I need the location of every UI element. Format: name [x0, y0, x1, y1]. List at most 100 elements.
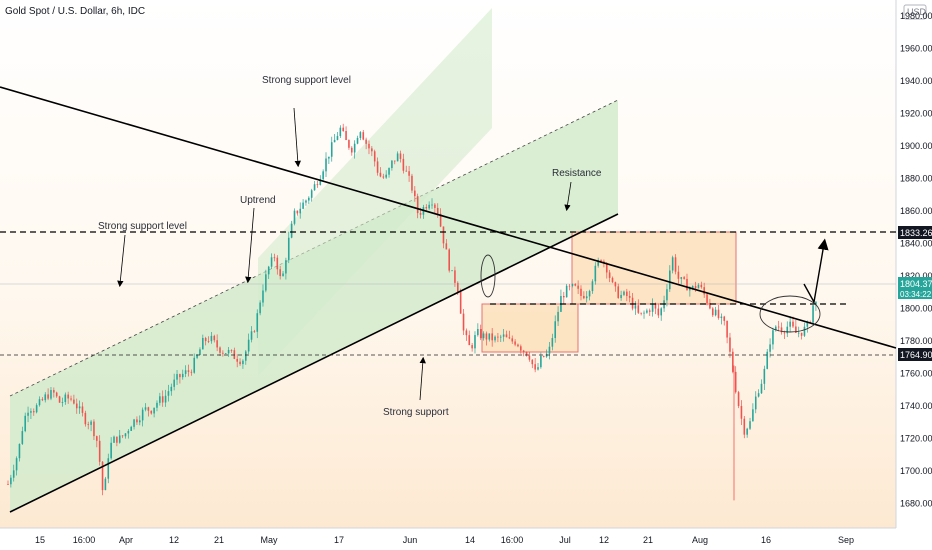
candle-body: [445, 243, 448, 250]
candle-body: [279, 269, 281, 277]
candle-body: [669, 270, 671, 290]
candle-body: [414, 190, 416, 197]
candle-body: [299, 208, 302, 214]
candle-body: [21, 431, 24, 444]
candle-body: [611, 277, 614, 283]
level-badge-1764: [898, 348, 932, 361]
candle-body: [608, 272, 611, 278]
time-tick-8: 14: [465, 535, 475, 545]
candle-body: [121, 435, 124, 437]
candle-body: [382, 176, 385, 178]
candle-body: [362, 132, 365, 140]
candle-body: [219, 347, 221, 353]
candle-body: [170, 386, 173, 392]
candle-body: [491, 333, 493, 341]
candle-body: [179, 374, 181, 378]
candle-body: [359, 132, 362, 139]
candle-body: [620, 294, 622, 299]
candle-body: [497, 336, 499, 338]
price-tick-1680: 1680.00: [900, 499, 932, 509]
candle-body: [244, 351, 247, 361]
candle-body: [697, 284, 700, 289]
candle-body: [680, 277, 683, 279]
candle-body: [554, 321, 557, 339]
candle-body: [671, 257, 674, 271]
candle-body: [777, 326, 780, 328]
candle-body: [568, 285, 571, 287]
candle-body: [812, 305, 814, 323]
candle-body: [239, 361, 241, 365]
candle-body: [734, 371, 737, 393]
candle-body: [325, 158, 327, 172]
candle-body: [757, 393, 760, 397]
candle-body: [763, 368, 766, 384]
currency-badge[interactable]: [903, 4, 927, 20]
candle-body: [287, 237, 290, 261]
candle-body: [419, 213, 422, 215]
candle-body: [147, 407, 150, 411]
price-axis-ticks: 1680.00 1700.00 1720.00 1740.00 1760.00 1780.…: [900, 11, 932, 508]
candle-body: [605, 263, 608, 273]
price-axis-background: [896, 0, 932, 550]
candle-body: [580, 288, 582, 296]
last-price-label: 1804.37: [900, 279, 932, 289]
candle-body: [41, 399, 44, 401]
time-tick-3: 12: [169, 535, 179, 545]
candle-body: [67, 394, 69, 399]
candle-body: [385, 174, 387, 178]
candle-body: [700, 284, 703, 288]
candle-body: [674, 257, 677, 272]
candle-body: [190, 371, 193, 373]
candle-body: [565, 285, 568, 298]
candle-body: [411, 175, 413, 191]
time-axis-ticks: 15 16:00 Apr 12 21 May 17 Jun 14 16:00 Jul 12 21 Aug 1…: [35, 535, 854, 545]
price-tick-1840: 1840.00: [900, 239, 932, 249]
candle-body: [428, 204, 430, 209]
candle-body: [425, 207, 428, 209]
candle-body: [456, 282, 459, 292]
candle-body: [265, 274, 267, 291]
pointer-uptrend: [245, 207, 255, 284]
candle-body: [626, 291, 628, 296]
candle-body: [90, 421, 92, 425]
candle-body: [749, 421, 751, 429]
candle-body: [12, 470, 15, 478]
candle-body: [181, 373, 184, 378]
annotation-strong-support-level-top: Strong support level: [262, 75, 351, 86]
candle-body: [138, 420, 141, 423]
candle-body: [379, 172, 382, 177]
candle-body: [159, 396, 161, 403]
candle-body: [474, 335, 476, 349]
candle-body: [345, 130, 347, 141]
candle-body: [600, 259, 602, 262]
candle-body: [313, 184, 316, 191]
candle-body: [462, 313, 465, 331]
candle-body: [499, 336, 502, 338]
candle-body: [485, 333, 488, 340]
candle-body: [328, 156, 330, 159]
candle-body: [310, 190, 313, 198]
candle-body: [187, 370, 190, 372]
candle-body: [96, 436, 98, 441]
candle-body: [199, 349, 201, 356]
candle-body: [597, 259, 599, 266]
candle-body: [250, 331, 253, 340]
candle-body: [330, 142, 333, 157]
candle-body: [522, 350, 525, 352]
candle-body: [800, 332, 803, 336]
candle-body: [766, 351, 769, 369]
candle-body: [64, 394, 67, 403]
candle-body: [623, 291, 625, 295]
candle-body: [551, 338, 554, 347]
candle-body: [520, 346, 522, 351]
consolidation-ellipse: [759, 295, 821, 333]
candle-body: [442, 226, 445, 244]
candle-body: [222, 352, 224, 354]
candle-body: [614, 282, 617, 287]
price-tick-1900: 1900.00: [900, 141, 932, 151]
candle-body: [416, 196, 419, 214]
candle-body: [471, 345, 473, 349]
candle-body: [402, 158, 405, 171]
candle-body: [628, 295, 631, 298]
